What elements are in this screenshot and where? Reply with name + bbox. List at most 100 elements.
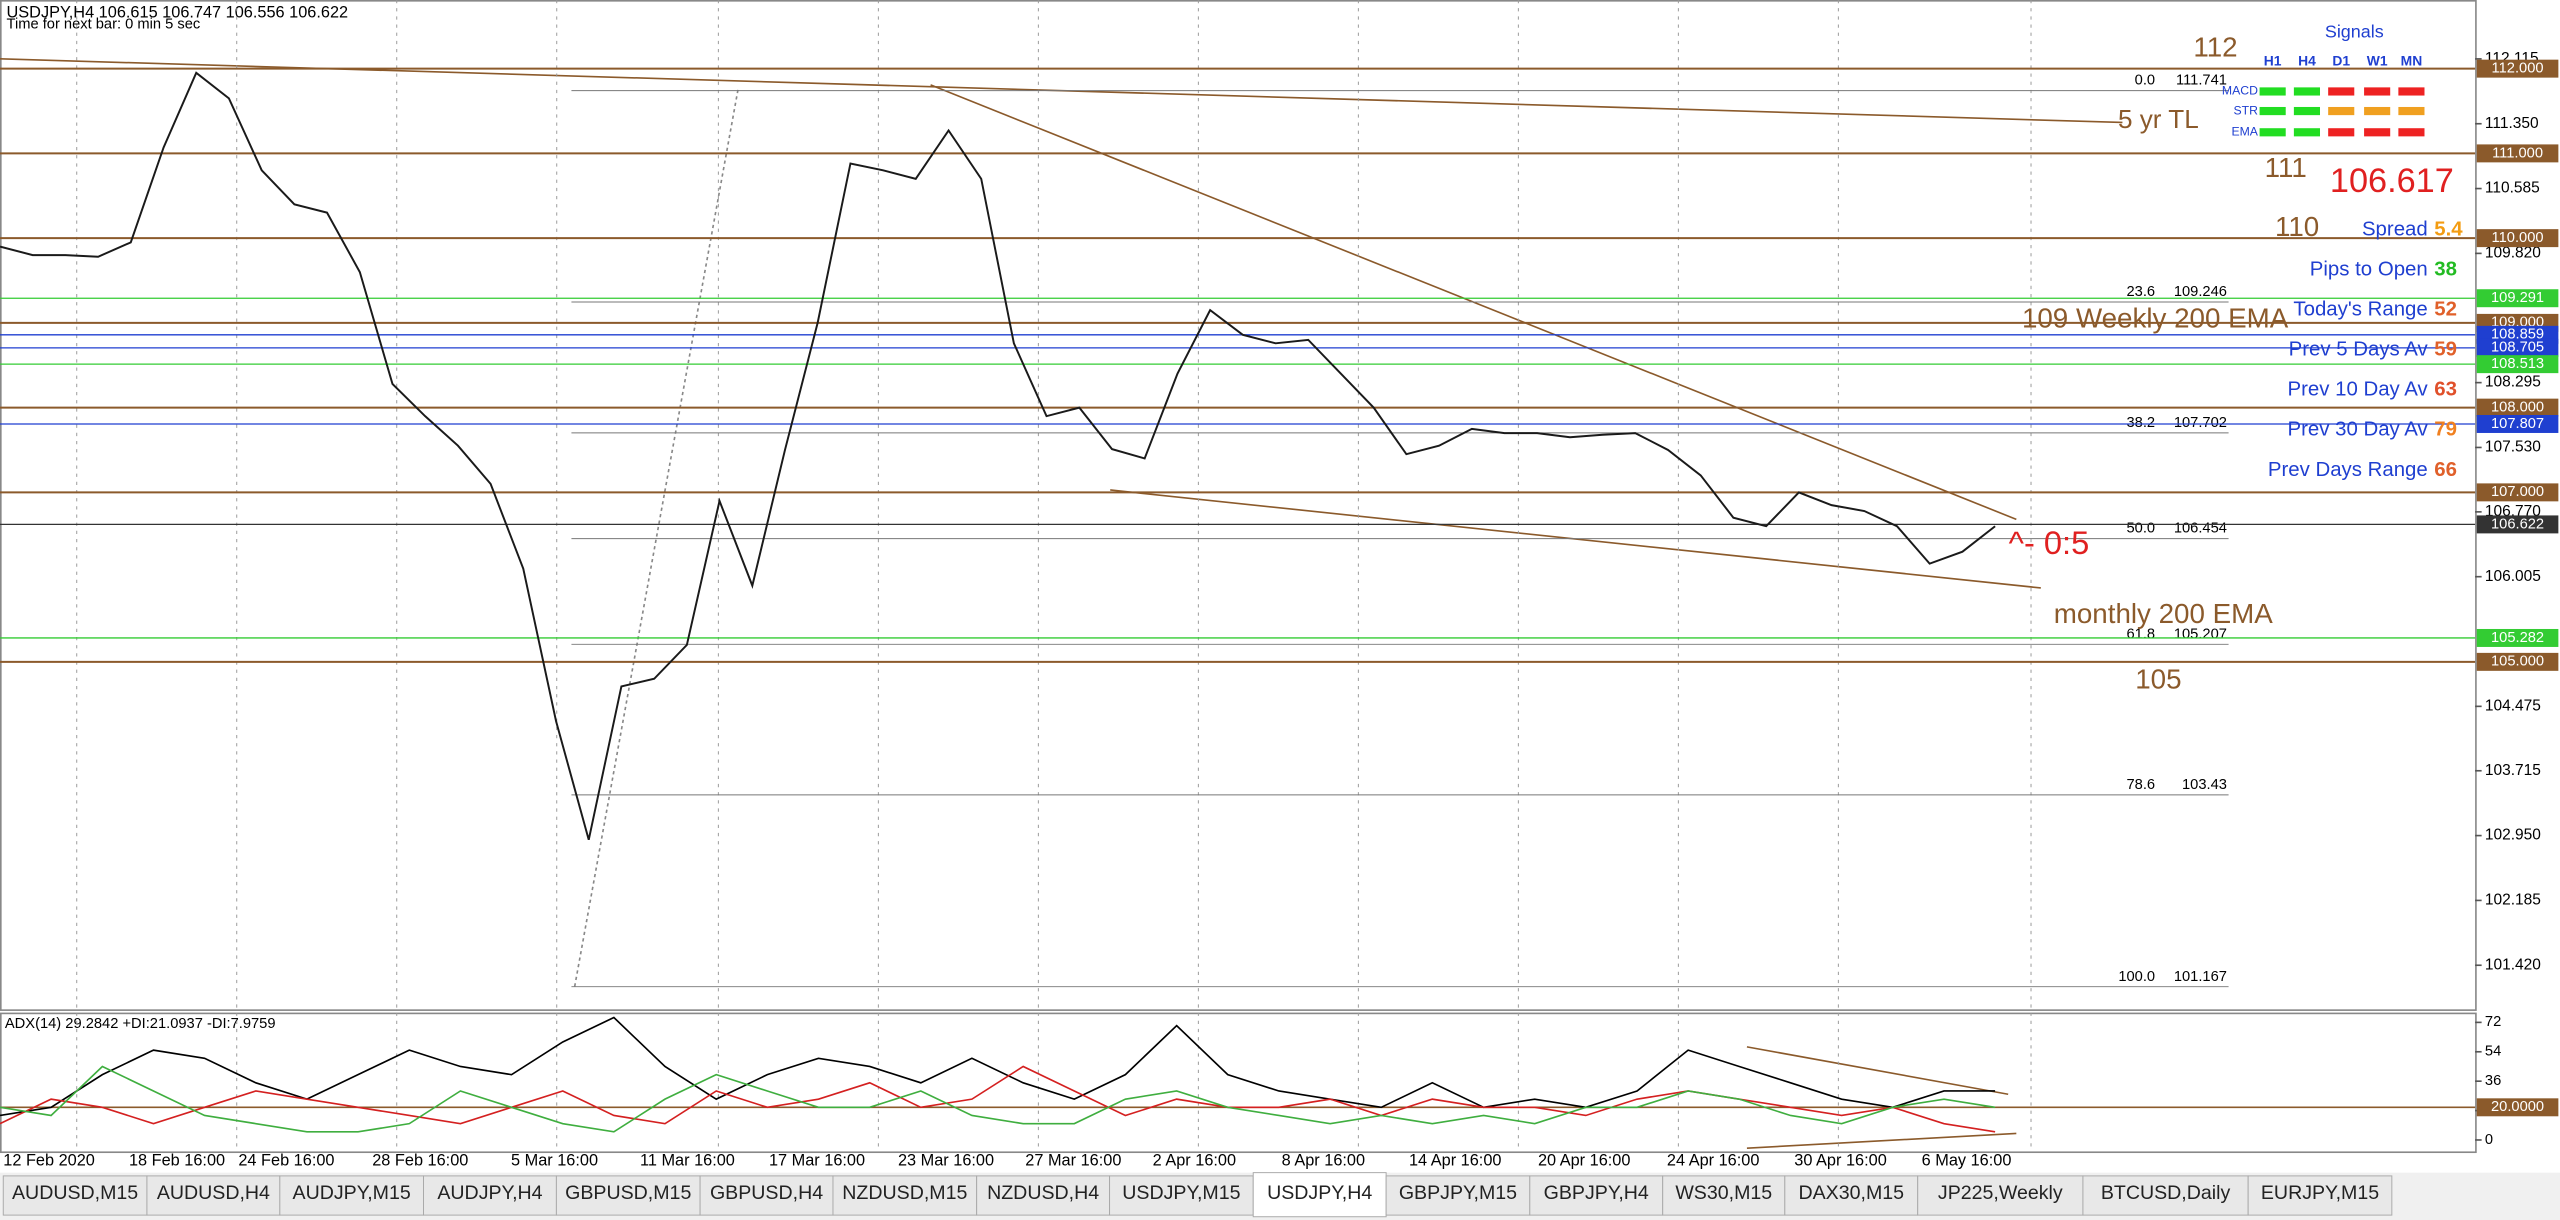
- fib-price: 106.454: [2174, 521, 2227, 537]
- stat-value: 59: [2434, 339, 2457, 361]
- price-line: [0, 71, 1996, 841]
- y-tick-label: 102.185: [2485, 892, 2541, 909]
- price-level-label: 108.705: [2491, 340, 2544, 356]
- fib-price: 101.167: [2174, 969, 2227, 985]
- y-tick-label: 102.950: [2485, 827, 2541, 844]
- tab-label[interactable]: AUDUSD,M15: [12, 1182, 138, 1204]
- signal-cell: [2259, 128, 2286, 137]
- signals-column: D1: [2332, 53, 2350, 69]
- signal-cell: [2364, 87, 2391, 96]
- tab[interactable]: [2247, 1175, 2393, 1216]
- signal-cell: [2328, 128, 2355, 137]
- tab[interactable]: [832, 1175, 978, 1216]
- tab[interactable]: [2082, 1175, 2249, 1216]
- price-level-box: [2476, 414, 2559, 433]
- y-tick-label: 107.530: [2485, 439, 2541, 456]
- signal-cell: [2398, 106, 2425, 116]
- price-level-box: [2476, 398, 2559, 417]
- tab-label[interactable]: WS30,M15: [1675, 1182, 1772, 1204]
- tab-label[interactable]: NZDUSD,H4: [987, 1182, 1099, 1204]
- tab-label[interactable]: JP225,Weekly: [1938, 1182, 2063, 1204]
- price-level-box: [2476, 483, 2559, 502]
- tab[interactable]: [279, 1175, 424, 1216]
- adx-level-box: [2476, 1098, 2559, 1117]
- stat-label: Prev 30 Day Av: [2287, 419, 2428, 441]
- x-tick-label: 24 Apr 16:00: [1667, 1152, 1760, 1170]
- adx-panel-frame: [0, 1012, 2477, 1154]
- y-tick-label: 54: [2485, 1044, 2501, 1060]
- stat-value: 52: [2434, 299, 2457, 321]
- tab-label[interactable]: USDJPY,M15: [1122, 1182, 1240, 1204]
- tab[interactable]: [1252, 1172, 1387, 1218]
- tab-label[interactable]: GBPJPY,H4: [1544, 1182, 1649, 1204]
- price-level-label: 108.859: [2491, 327, 2544, 343]
- fib-ratio: 100.0: [2118, 969, 2155, 985]
- price-level-label: 110.000: [2492, 230, 2544, 246]
- annotation: 112: [2193, 31, 2237, 62]
- tab-label[interactable]: NZDUSD,M15: [842, 1182, 967, 1204]
- price-level-box: [2476, 515, 2559, 534]
- signal-cell: [2259, 106, 2286, 116]
- price-level-box: [2476, 628, 2559, 647]
- x-tick-label: 23 Mar 16:00: [898, 1152, 994, 1170]
- stat-value: 5.4: [2434, 219, 2463, 241]
- tab-label[interactable]: GBPJPY,M15: [1399, 1182, 1517, 1204]
- annotation: ^- 0:5: [2009, 524, 2090, 561]
- signals-row-label: EMA: [2231, 125, 2258, 139]
- stat-label: Prev 5 Days Av: [2289, 339, 2429, 361]
- adx-title: ADX(14) 29.2842 +DI:21.0937 -DI:7.9759: [5, 1016, 276, 1032]
- annotation: 106.617: [2330, 162, 2454, 200]
- tab-label[interactable]: AUDJPY,H4: [437, 1182, 542, 1204]
- annotation: 109 Weekly 200 EMA: [2022, 302, 2289, 333]
- tab[interactable]: [2, 1175, 148, 1216]
- symbol-info: USDJPY,H4 106.615 106.747 106.556 106.62…: [7, 3, 349, 21]
- y-tick-label: 103.715: [2485, 762, 2541, 779]
- price-level-box: [2476, 355, 2559, 374]
- tab-label[interactable]: DAX30,M15: [1798, 1182, 1904, 1204]
- y-tick-label: 101.420: [2485, 956, 2541, 973]
- adx-line: [0, 1065, 1996, 1133]
- tab-label[interactable]: GBPUSD,M15: [565, 1182, 691, 1204]
- tab-label[interactable]: USDJPY,H4: [1267, 1182, 1372, 1204]
- trend-line: [1746, 1132, 2017, 1149]
- fib-price: 103.43: [2182, 777, 2227, 793]
- price-level-label: 109.291: [2491, 290, 2544, 306]
- x-tick-label: 18 Feb 16:00: [129, 1152, 225, 1170]
- tab[interactable]: [423, 1175, 557, 1216]
- price-level-label: 107.000: [2491, 484, 2544, 500]
- tab[interactable]: [1529, 1175, 1664, 1216]
- x-tick-label: 6 May 16:00: [1922, 1152, 2012, 1170]
- signal-cell: [2364, 106, 2391, 116]
- annotation: monthly 200 EMA: [2054, 598, 2273, 629]
- tab-label[interactable]: AUDUSD,H4: [157, 1182, 270, 1204]
- price-level-label: 105.000: [2491, 654, 2544, 670]
- signals-column: W1: [2367, 53, 2388, 69]
- y-tick-label: 0: [2485, 1132, 2493, 1148]
- adx-line: [0, 1016, 1996, 1117]
- tab-label[interactable]: AUDJPY,M15: [293, 1182, 411, 1204]
- tab-label[interactable]: EURJPY,M15: [2261, 1182, 2379, 1204]
- x-tick-label: 20 Apr 16:00: [1538, 1152, 1631, 1170]
- signals-title: Signals: [2325, 21, 2384, 41]
- tab-label[interactable]: BTCUSD,Daily: [2101, 1182, 2231, 1204]
- tab[interactable]: [1662, 1175, 1786, 1216]
- tab-label[interactable]: GBPUSD,H4: [710, 1182, 823, 1204]
- fib-ratio: 23.6: [2127, 284, 2156, 300]
- price-level-label: 108.000: [2491, 399, 2544, 415]
- price-level-label: 105.282: [2491, 630, 2544, 646]
- annotation: 111: [2265, 152, 2307, 183]
- stat-value: 66: [2434, 459, 2457, 481]
- x-tick-label: 30 Apr 16:00: [1794, 1152, 1887, 1170]
- tab[interactable]: [1917, 1175, 2084, 1216]
- adx-line: [0, 1065, 1996, 1133]
- y-tick-label: 109.820: [2485, 244, 2541, 261]
- tab[interactable]: [976, 1175, 1111, 1216]
- y-tick-label: 110.585: [2485, 180, 2540, 197]
- fib-price: 111.741: [2176, 73, 2227, 89]
- signals-column: H1: [2264, 53, 2282, 69]
- price-level-label: 108.513: [2491, 356, 2544, 372]
- tab[interactable]: [1109, 1175, 1254, 1216]
- signals-column: MN: [2401, 53, 2423, 69]
- y-tick-label: 104.475: [2485, 697, 2541, 714]
